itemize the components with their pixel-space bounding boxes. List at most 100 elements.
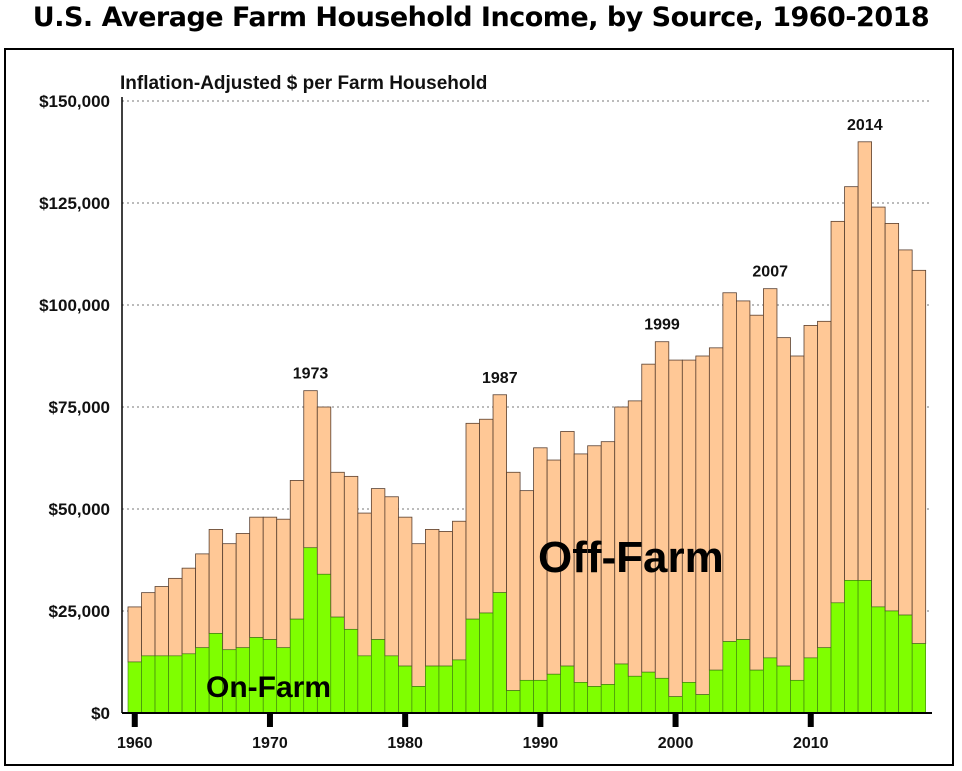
- on-farm-bar: [790, 680, 805, 714]
- off-farm-bar: [668, 359, 683, 698]
- on-farm-bar: [763, 657, 778, 714]
- x-tick-mark: [807, 713, 814, 727]
- off-farm-bar: [898, 249, 913, 616]
- on-farm-bar: [871, 606, 886, 714]
- y-tick-labels: $0 $25,000 $50,000 $75,000 $100,000 $125,000 $…: [39, 92, 110, 723]
- off-farm-bar: [411, 543, 426, 687]
- on-farm-bar: [371, 639, 386, 714]
- off-farm-bar: [452, 520, 467, 661]
- off-farm-bar: [492, 394, 507, 594]
- chart-frame: [4, 48, 954, 766]
- peak-annotation: 1973: [293, 366, 329, 383]
- on-farm-bar: [709, 669, 724, 714]
- off-farm-bar: [803, 324, 818, 659]
- off-farm-bar: [519, 490, 535, 681]
- off-farm-bar: [506, 471, 521, 691]
- on-farm-bar: [181, 653, 196, 714]
- x-tick-label: 2000: [658, 735, 694, 752]
- on-farm-bar: [668, 696, 683, 714]
- off-farm-bar: [127, 606, 142, 663]
- x-tick-label: 1980: [387, 735, 423, 752]
- on-farm-bar: [736, 639, 751, 714]
- on-farm-bar: [898, 614, 913, 714]
- bars: [127, 141, 927, 714]
- on-farm-bar: [330, 616, 345, 714]
- on-farm-bar: [519, 680, 534, 714]
- on-farm-bar: [344, 629, 359, 714]
- off-farm-bar: [844, 186, 859, 581]
- off-farm-bar: [871, 206, 886, 608]
- on-farm-bar: [438, 665, 453, 714]
- y-tick-label: $75,000: [49, 398, 110, 417]
- x-tick-labels: 1960 1970 1980 1990 2000 2010: [117, 735, 829, 752]
- on-farm-bar: [817, 647, 832, 714]
- off-farm-bar: [911, 269, 927, 645]
- y-tick-label: $100,000: [39, 296, 110, 315]
- on-farm-bar: [587, 686, 602, 714]
- off-farm-bar: [817, 320, 832, 649]
- off-farm-region-label: Off-Farm: [538, 533, 724, 582]
- on-farm-bar: [830, 602, 845, 714]
- off-farm-bar: [695, 355, 710, 696]
- x-tick-label: 1970: [252, 735, 288, 752]
- on-farm-bar: [614, 663, 629, 714]
- on-farm-bar: [722, 641, 737, 714]
- on-farm-bar: [398, 665, 413, 714]
- on-farm-bar: [384, 655, 399, 714]
- off-farm-bar: [181, 567, 197, 655]
- on-farm-bar: [911, 643, 926, 714]
- x-tick-label: 1960: [117, 735, 153, 752]
- x-tick-mark: [131, 713, 138, 727]
- off-farm-bar: [425, 529, 440, 667]
- off-farm-bar: [465, 422, 480, 620]
- off-farm-bar: [343, 475, 359, 630]
- off-farm-bar: [736, 300, 751, 640]
- on-farm-bar: [357, 655, 372, 714]
- peak-annotations: 1973 1987 1999 2007 2014: [293, 117, 883, 387]
- y-tick-label: $0: [91, 704, 110, 723]
- peak-annotation: 2007: [752, 264, 788, 281]
- peak-annotation: 2014: [847, 117, 883, 134]
- y-tick-label: $125,000: [39, 194, 110, 213]
- off-farm-bar: [168, 577, 183, 657]
- off-farm-bar: [681, 359, 697, 683]
- on-farm-bar: [682, 682, 697, 714]
- x-tick-label: 2010: [793, 735, 829, 752]
- off-farm-bar: [330, 471, 345, 618]
- off-farm-bar: [195, 553, 210, 649]
- peak-annotation: 1987: [482, 370, 518, 387]
- y-tick-label: $50,000: [49, 500, 110, 519]
- off-farm-bar: [357, 512, 372, 657]
- on-farm-bar: [803, 657, 818, 714]
- on-farm-bar: [776, 665, 791, 714]
- on-farm-bar: [492, 592, 507, 714]
- off-farm-bar: [763, 288, 778, 659]
- off-farm-bar: [708, 347, 724, 671]
- off-farm-bar: [276, 518, 291, 649]
- x-tick-mark: [537, 713, 544, 727]
- off-farm-bar: [857, 141, 873, 581]
- off-farm-bar: [722, 292, 737, 643]
- on-farm-bar: [127, 661, 142, 714]
- peak-annotation: 1999: [644, 317, 680, 334]
- off-farm-bar: [479, 418, 494, 614]
- off-farm-bar: [438, 531, 453, 667]
- off-farm-bar: [249, 516, 264, 638]
- off-farm-bar: [397, 516, 413, 667]
- on-farm-region-label: On-Farm: [206, 671, 331, 704]
- off-farm-bar: [289, 480, 305, 620]
- off-farm-bar: [154, 586, 169, 657]
- on-farm-bar: [411, 686, 426, 714]
- on-farm-bar: [506, 690, 521, 714]
- off-farm-bar: [222, 543, 237, 651]
- off-farm-bar: [884, 222, 900, 612]
- on-farm-bar: [573, 682, 588, 714]
- on-farm-bar: [533, 680, 548, 714]
- on-farm-bar: [884, 610, 899, 714]
- on-farm-bar: [452, 659, 467, 714]
- on-farm-bar: [857, 580, 872, 714]
- axes: [121, 97, 932, 727]
- on-farm-bar: [141, 655, 156, 714]
- x-tick-mark: [266, 713, 273, 727]
